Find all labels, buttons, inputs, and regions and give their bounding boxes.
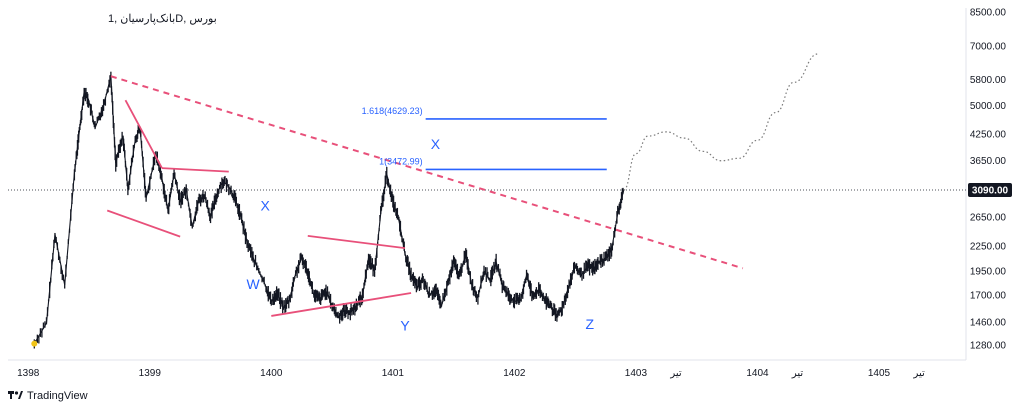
time-tick-label: تیر [912, 368, 925, 379]
time-tick-label: 1400 [260, 368, 283, 379]
wave-label: Z [585, 316, 594, 332]
tradingview-logo-icon [8, 391, 23, 399]
price-tick-label: 8500.00 [970, 8, 1007, 19]
time-axis[interactable]: 1398 1399 1400 1401 1402 1403 تیر 1404 تیر 1405 تی… [17, 368, 925, 379]
price-tick-label: 1700.00 [970, 291, 1007, 302]
time-tick-label: 1398 [17, 368, 40, 379]
wave-label: X [431, 136, 441, 152]
tradingview-watermark: TradingView [8, 390, 88, 402]
wave-labels: W X Y X Z [246, 136, 594, 333]
price-series [33, 71, 625, 349]
wave-label: X [261, 198, 271, 214]
price-tick-label: 4250.00 [970, 129, 1007, 140]
time-tick-label: تیر [669, 368, 682, 379]
watermark-label: TradingView [27, 390, 88, 402]
triangle-1-line[interactable] [161, 167, 229, 173]
triangle-2-line[interactable] [307, 235, 406, 250]
price-tick-label: 5800.00 [970, 75, 1007, 86]
time-tick-label: 1399 [139, 368, 162, 379]
price-tick-label: 3650.00 [970, 156, 1007, 167]
fib-level-label: 1(3472.99) [379, 156, 423, 166]
current-price-badge: 3090.00 [968, 183, 1012, 198]
price-tick-label: 2250.00 [970, 241, 1007, 252]
time-tick-label: 1405 [868, 368, 891, 379]
price-axis[interactable]: 8500.00 7000.00 5800.00 5000.00 4250.00 3650.… [970, 8, 1007, 352]
price-tick-label: 5000.00 [970, 101, 1007, 112]
price-tick-label: 1460.00 [970, 317, 1007, 328]
time-tick-label: 1404 [746, 368, 769, 379]
projection-path [623, 53, 819, 191]
current-price-label: 3090.00 [972, 186, 1009, 197]
fibonacci-levels[interactable]: 1.618(4629.23) 1(3472.99) [362, 106, 607, 171]
time-tick-label: 1401 [382, 368, 405, 379]
wave-label: W [246, 276, 260, 292]
symbol-title: بورس ,Dبانک‌پارسیان ,1 [108, 13, 217, 25]
fib-level-label: 1.618(4629.23) [362, 106, 423, 116]
time-tick-label: 1402 [503, 368, 526, 379]
price-tick-label: 1950.00 [970, 266, 1007, 277]
price-tick-label: 7000.00 [970, 42, 1007, 53]
price-tick-label: 2650.00 [970, 213, 1007, 224]
start-marker [31, 340, 38, 347]
triangle-1-line[interactable] [124, 99, 163, 169]
price-tick-label: 1280.00 [970, 340, 1007, 351]
time-tick-label: تیر [791, 368, 804, 379]
time-tick-label: 1403 [625, 368, 648, 379]
wave-label: Y [400, 317, 410, 333]
pattern-lines[interactable] [106, 99, 412, 317]
triangle-2-line[interactable] [271, 292, 412, 317]
descending-trendline[interactable] [110, 75, 744, 270]
triangle-1-line[interactable] [106, 209, 181, 238]
